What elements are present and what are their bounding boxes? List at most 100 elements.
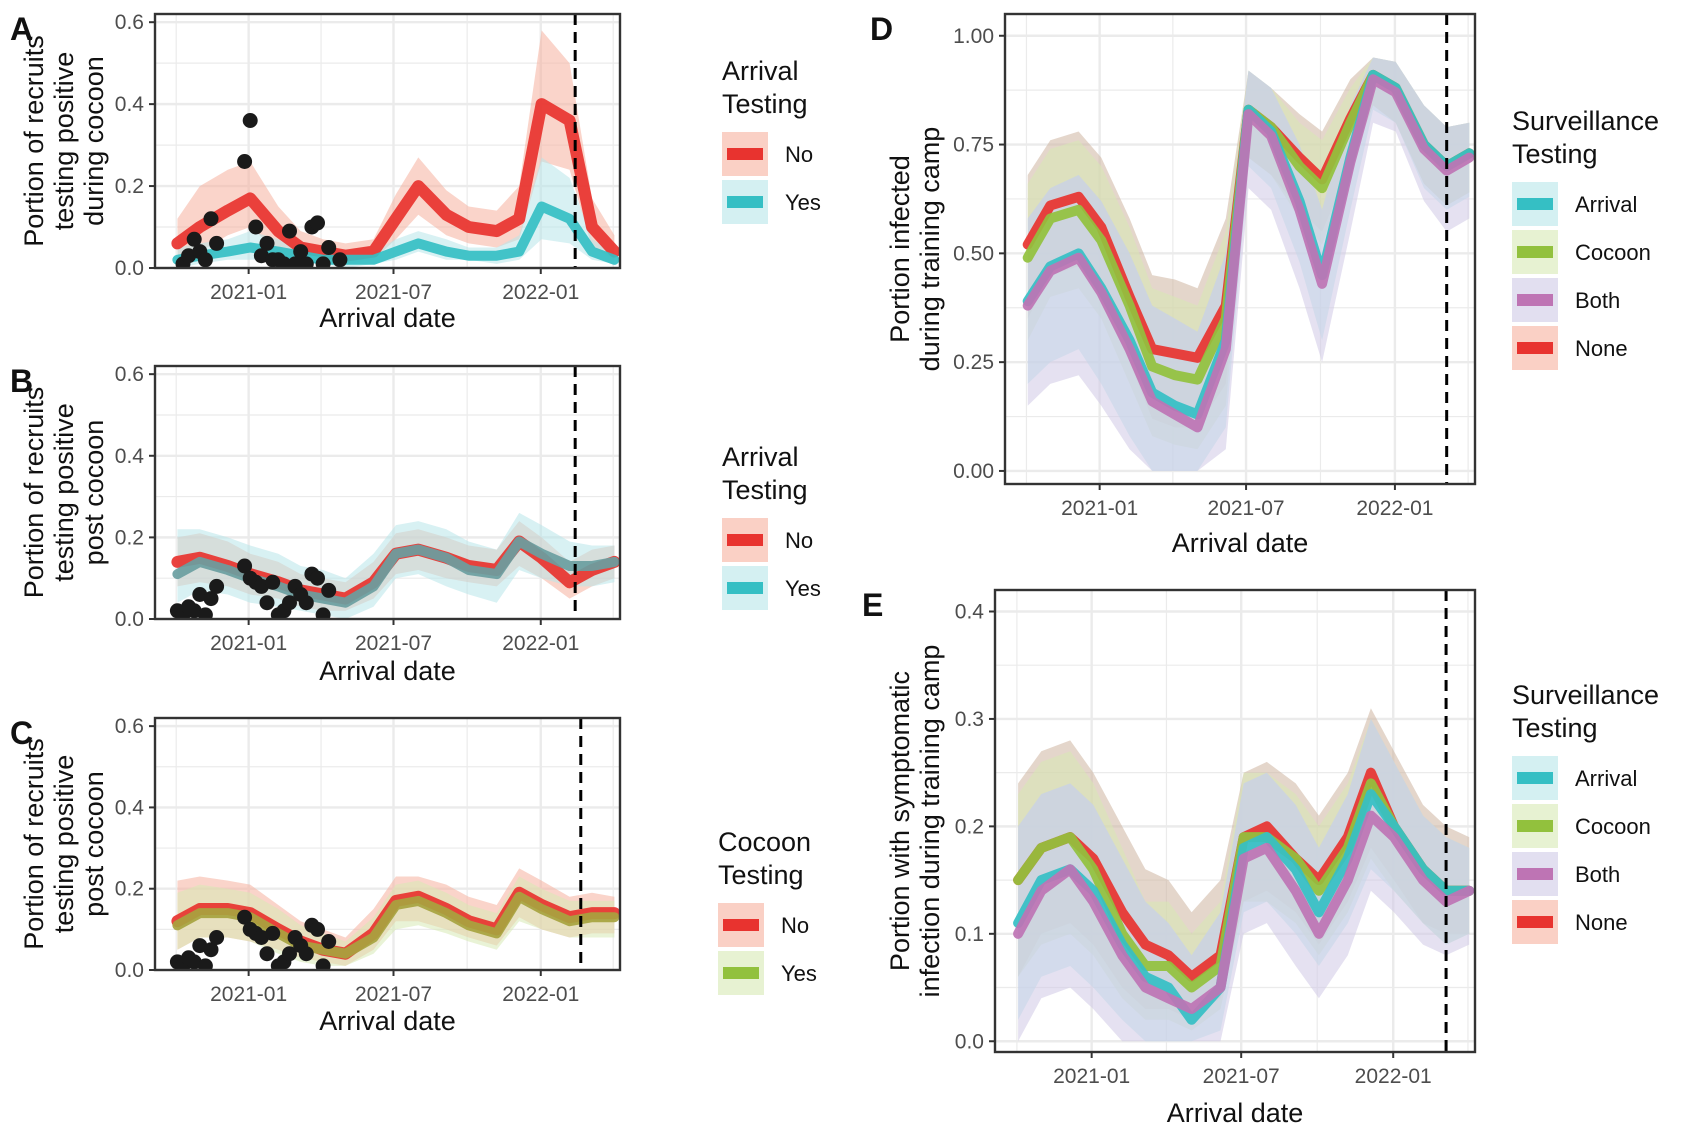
y-axis-title-line: Portion of recruits bbox=[19, 387, 49, 599]
x-tick-label: 2021-07 bbox=[1203, 1065, 1280, 1088]
x-tick-label: 2021-07 bbox=[355, 983, 432, 1006]
legend-label: No bbox=[785, 142, 813, 167]
legend-label: None bbox=[1575, 336, 1628, 361]
x-tick-label: 2022-01 bbox=[502, 281, 579, 304]
y-tick-label: 0.4 bbox=[115, 93, 145, 116]
observed-point bbox=[253, 930, 269, 945]
observed-point bbox=[203, 942, 219, 958]
panel-frame bbox=[153, 364, 622, 621]
legend-title-line: Testing bbox=[722, 475, 808, 505]
y-axis-title-line: Portion with symptomatic bbox=[885, 671, 915, 971]
panel-frame bbox=[153, 716, 622, 972]
x-axis-title: Arrival date bbox=[319, 1006, 456, 1036]
y-tick-label: 1.00 bbox=[953, 25, 994, 48]
observed-point bbox=[315, 607, 331, 619]
legend-title-line: Testing bbox=[722, 89, 808, 119]
x-tick-label: 2021-07 bbox=[1208, 497, 1285, 520]
observed-point bbox=[237, 558, 253, 574]
panel-frame bbox=[1003, 12, 1477, 486]
observed-point bbox=[197, 607, 213, 619]
legend-label: Cocoon bbox=[1575, 814, 1651, 839]
legend-title-line: Arrival bbox=[722, 56, 799, 86]
observed-point bbox=[298, 595, 314, 611]
y-tick-label: 0.75 bbox=[953, 134, 994, 157]
observed-point bbox=[315, 256, 331, 268]
y-axis-title-line: testing positive bbox=[49, 52, 79, 231]
legend-title-line: Cocoon bbox=[718, 827, 811, 857]
y-tick-label: 0.4 bbox=[115, 445, 145, 468]
series-line-yes bbox=[172, 201, 620, 265]
legend-label: None bbox=[1575, 910, 1628, 935]
observed-point bbox=[332, 252, 348, 268]
y-tick-label: 0.0 bbox=[115, 959, 144, 982]
series-line-both bbox=[1013, 810, 1475, 1014]
y-tick-label: 0.00 bbox=[953, 460, 994, 483]
legend-title-line: Testing bbox=[1512, 139, 1598, 169]
observed-point bbox=[203, 211, 219, 227]
panel-d: 2021-01 2021-07 2022-01 0.00 0.25 0.50 0.75 1.0… bbox=[870, 11, 1659, 558]
y-tick-label: 0.6 bbox=[115, 11, 144, 34]
legend-label: Cocoon bbox=[1575, 240, 1651, 265]
x-tick-label: 2022-01 bbox=[1355, 1065, 1432, 1088]
observed-point bbox=[253, 578, 269, 594]
x-tick-label: 2021-01 bbox=[210, 281, 287, 304]
ribbon-no bbox=[177, 30, 615, 264]
observed-point bbox=[197, 958, 213, 970]
observed-point bbox=[242, 113, 258, 128]
panel-tag: A bbox=[10, 11, 33, 47]
legend-label: Arrival bbox=[1575, 192, 1637, 217]
legend-title-line: Surveillance bbox=[1512, 106, 1659, 136]
observed-point bbox=[321, 240, 337, 255]
x-axis-title: Arrival date bbox=[1172, 528, 1309, 558]
legend-title-line: Testing bbox=[1512, 713, 1598, 743]
panel-tag: E bbox=[862, 587, 883, 623]
y-tick-label: 0.2 bbox=[115, 175, 144, 198]
x-tick-label: 2021-01 bbox=[210, 983, 287, 1006]
x-axis-title: Arrival date bbox=[1167, 1098, 1304, 1128]
observed-point bbox=[237, 909, 253, 925]
panel-tag: B bbox=[10, 363, 33, 399]
y-axis-title-line: post cocoon bbox=[79, 420, 109, 566]
observed-point bbox=[310, 570, 325, 586]
panel-frame bbox=[153, 12, 622, 270]
legend-label: Yes bbox=[785, 576, 821, 601]
y-tick-label: 0.2 bbox=[115, 526, 144, 549]
y-tick-label: 0.50 bbox=[953, 242, 994, 265]
x-tick-label: 2022-01 bbox=[502, 983, 579, 1006]
y-tick-label: 0.6 bbox=[115, 715, 144, 738]
observed-point bbox=[321, 934, 337, 949]
panel-e: 2021-01 2021-07 2022-01 0.0 0.1 0.2 0.3 0.4 Arri… bbox=[862, 587, 1659, 1128]
observed-point bbox=[237, 154, 253, 169]
y-axis-title-line: Portion of recruits bbox=[19, 738, 49, 950]
y-tick-label: 0.4 bbox=[115, 796, 145, 819]
observed-point bbox=[209, 930, 225, 945]
observed-point bbox=[186, 231, 202, 247]
observed-point bbox=[282, 223, 297, 239]
series-line-no bbox=[171, 98, 620, 262]
observed-point bbox=[259, 235, 275, 251]
y-tick-label: 0.4 bbox=[955, 600, 985, 623]
y-tick-label: 0.25 bbox=[953, 351, 994, 374]
panel-tag: D bbox=[870, 11, 893, 47]
legend-label: Yes bbox=[785, 190, 821, 215]
y-axis-title-line: during cocoon bbox=[79, 56, 109, 226]
observed-point bbox=[209, 578, 225, 594]
observed-point bbox=[259, 595, 275, 611]
y-tick-label: 0.1 bbox=[955, 923, 984, 946]
legend-label: Arrival bbox=[1575, 766, 1637, 791]
observed-point bbox=[315, 958, 331, 970]
panel-tag: C bbox=[10, 715, 33, 751]
observed-point bbox=[259, 946, 275, 962]
x-tick-label: 2021-01 bbox=[210, 632, 287, 655]
y-axis-title-line: post cocoon bbox=[79, 771, 109, 917]
legend-title-line: Testing bbox=[718, 860, 804, 890]
observed-point bbox=[298, 256, 314, 268]
panel-c: 2021-01 2021-07 2022-01 0.0 0.2 0.4 0.6 Arrival… bbox=[10, 715, 817, 1036]
observed-point bbox=[209, 235, 225, 251]
y-tick-label: 0.2 bbox=[955, 815, 984, 838]
observed-point bbox=[197, 252, 213, 268]
x-tick-label: 2022-01 bbox=[502, 632, 579, 655]
